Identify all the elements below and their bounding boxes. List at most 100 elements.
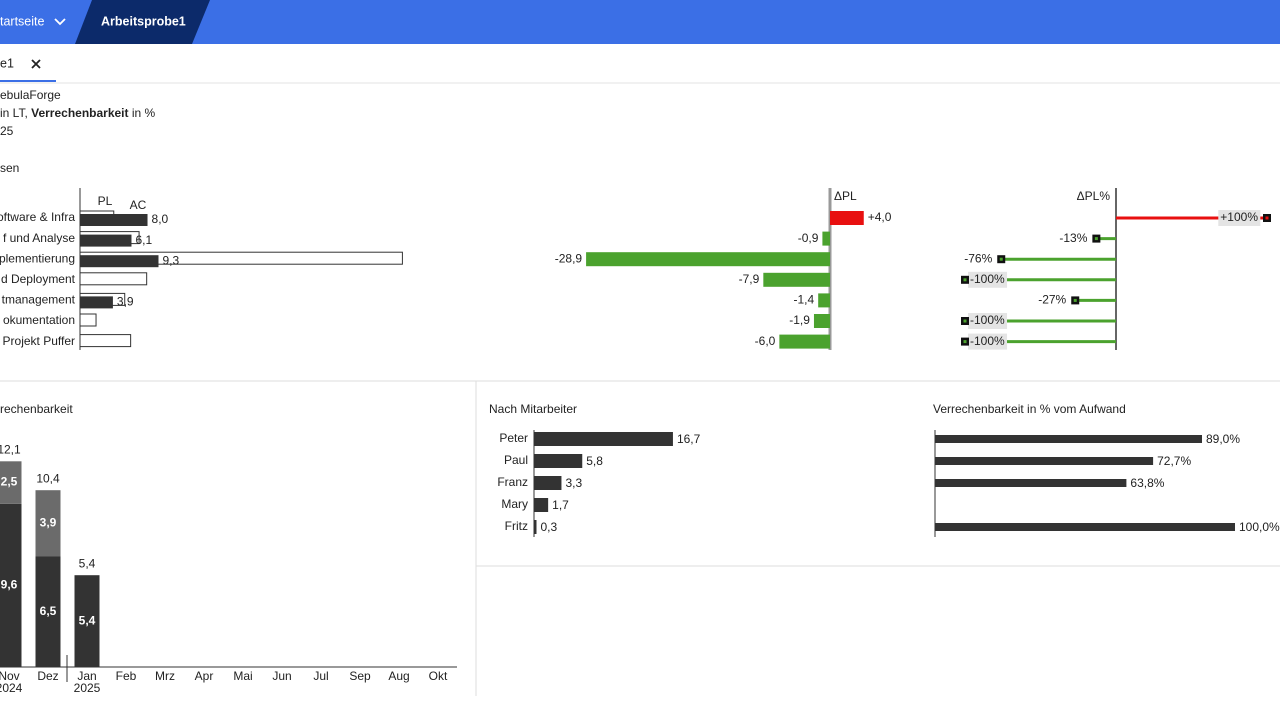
- nav-chevron[interactable]: [54, 18, 66, 26]
- ac-label: 8,0: [152, 212, 169, 226]
- pct-marker-core: [1073, 298, 1077, 302]
- category-label: tmanagement: [2, 293, 76, 307]
- pct-marker-core: [1265, 216, 1269, 220]
- category-label: plementierung: [0, 251, 75, 265]
- x-tick-label: Apr: [195, 669, 214, 683]
- column-segment: [0, 461, 22, 504]
- pct-label: -27%: [1038, 293, 1066, 307]
- category-label: Mary: [501, 497, 528, 511]
- bar: [534, 520, 537, 534]
- tab-close[interactable]: [31, 59, 41, 69]
- nav-bar: [0, 0, 1280, 44]
- pct-marker-core: [999, 257, 1003, 261]
- ac-label: 3,9: [117, 295, 134, 309]
- x-tick-label: Feb: [116, 669, 137, 683]
- total-label: 12,1: [0, 442, 21, 456]
- value-label: 1,7: [552, 498, 569, 512]
- x-tick-label: Aug: [388, 669, 409, 683]
- x-tick-label: Dez: [37, 669, 58, 683]
- header-text: in %: [129, 106, 156, 120]
- delta-label: +4,0: [868, 210, 892, 224]
- value-label: 3,3: [565, 476, 582, 490]
- pct-label: -100%: [970, 334, 1005, 348]
- year-label: 2025: [74, 681, 101, 695]
- pct-label-bg: [1218, 210, 1261, 226]
- pct-label: +100%: [1220, 210, 1258, 224]
- bar: [534, 498, 549, 512]
- x-tick-label: Okt: [429, 669, 448, 683]
- chart-title: rechenbarkeit: [0, 402, 73, 416]
- pct-marker-core: [1094, 237, 1098, 241]
- delta-label: -1,4: [793, 293, 814, 307]
- header-line: ebulaForge: [0, 88, 61, 102]
- segment-label: 9,6: [1, 578, 18, 592]
- category-label: Projekt Puffer: [3, 334, 75, 348]
- category-label: d Deployment: [1, 272, 76, 286]
- category-label: Peter: [499, 431, 528, 445]
- value-label: 16,7: [677, 432, 701, 446]
- total-label: 5,4: [79, 556, 96, 570]
- year-label: 2024: [0, 681, 23, 695]
- x-tick-label: Nov: [0, 669, 20, 683]
- x-tick-label: Mai: [233, 669, 252, 683]
- pct-label-bg: [968, 313, 1008, 329]
- bar: [534, 476, 562, 490]
- tab-underline: [0, 80, 56, 82]
- nav-active[interactable]: [75, 0, 210, 44]
- pct-label-bg: [968, 271, 1008, 288]
- pct-label: -76%: [964, 251, 992, 265]
- delta-title: ΔPL: [834, 189, 857, 203]
- value-label: 5,8: [586, 454, 603, 468]
- bar: [935, 523, 1235, 531]
- pct-label-bg: [968, 333, 1008, 350]
- section-title: sen: [0, 161, 19, 175]
- ac-title: AC: [130, 198, 147, 212]
- ac-bar: [80, 234, 132, 247]
- header-text: in LT,: [0, 106, 31, 120]
- header-line: 25: [0, 124, 14, 138]
- x-tick-label: Jul: [313, 669, 328, 683]
- pct-label: -100%: [970, 313, 1005, 327]
- ac-label: 9,3: [162, 253, 179, 267]
- value-label: 100,0%: [1239, 520, 1280, 534]
- total-label: 10,4: [36, 471, 60, 485]
- nav-home[interactable]: tartseite: [0, 14, 45, 28]
- segment-label: 5,4: [79, 613, 96, 627]
- category-label: okumentation: [3, 313, 75, 327]
- segment-label: 3,9: [40, 516, 57, 530]
- column-segment: [35, 556, 61, 667]
- pct-marker-core: [963, 319, 967, 323]
- x-tick-label: Jun: [272, 669, 291, 683]
- column-segment: [74, 575, 100, 667]
- column-segment: [0, 503, 22, 667]
- delta-bar: [763, 272, 830, 287]
- ac-bar: [80, 296, 113, 309]
- header-bold: Verrechenbarkeit: [31, 106, 128, 120]
- pct-title: ΔPL%: [1077, 189, 1111, 203]
- bar: [935, 479, 1127, 487]
- ac-bar: [80, 255, 159, 268]
- x-tick-label: Jan: [77, 669, 96, 683]
- chart-title: Nach Mitarbeiter: [489, 402, 577, 416]
- delta-label: -6,0: [755, 334, 776, 348]
- pct-label: -13%: [1059, 231, 1087, 245]
- pl-bar: [79, 272, 148, 286]
- pct-marker-core: [963, 278, 967, 282]
- bar: [935, 457, 1154, 465]
- x-tick-label: Sep: [349, 669, 371, 683]
- delta-bar: [586, 252, 830, 267]
- segment-label: 2,5: [1, 475, 18, 489]
- segment-label: 6,5: [40, 604, 57, 618]
- category-label: f und Analyse: [3, 231, 75, 245]
- delta-bar: [830, 211, 864, 225]
- tab-label[interactable]: e1: [0, 56, 14, 70]
- header-line: in LT, Verrechenbarkeit in %: [0, 106, 156, 120]
- pl-bar: [79, 313, 97, 327]
- category-label: Franz: [497, 475, 528, 489]
- value-label: 63,8%: [1130, 476, 1164, 490]
- ac-label: 6,1: [135, 233, 152, 247]
- category-label: oftware & Infra: [0, 210, 75, 224]
- pl-bar: [79, 334, 132, 348]
- nav-current[interactable]: Arbeitsprobe1: [101, 14, 186, 28]
